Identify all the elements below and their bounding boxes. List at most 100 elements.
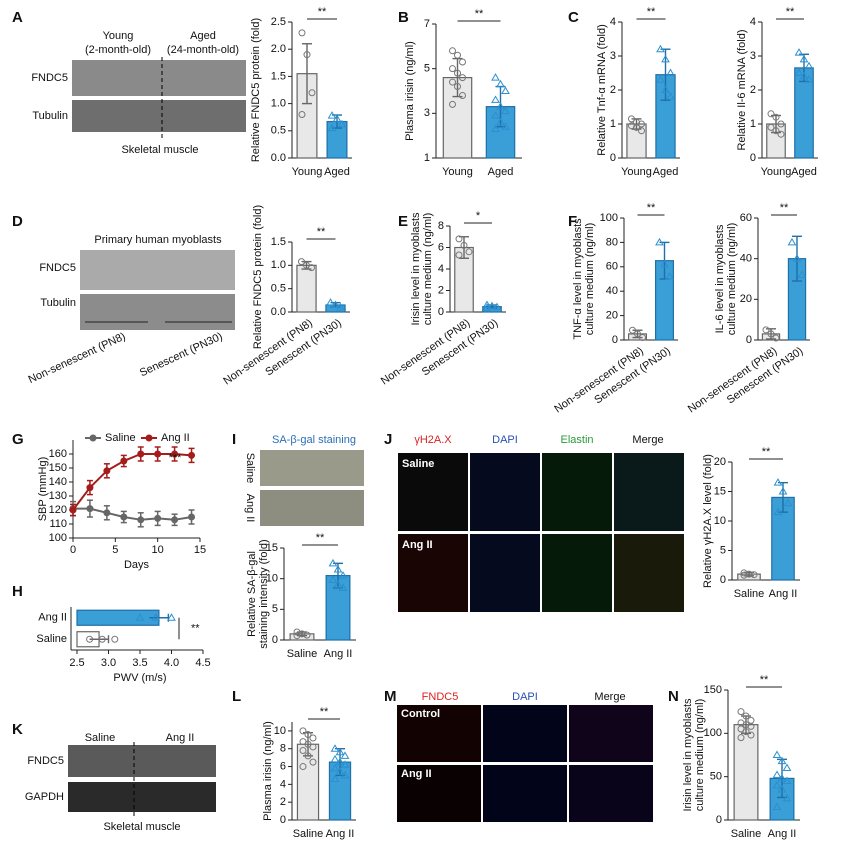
data-point	[86, 635, 94, 643]
data-point	[638, 127, 645, 135]
caption: Primary human myoblasts	[94, 234, 222, 246]
row-label: Tubulin	[40, 297, 76, 309]
y-tick-label: 10	[714, 515, 726, 527]
data-point	[335, 767, 345, 775]
column-label: Merge	[632, 434, 663, 446]
data-point	[335, 747, 345, 756]
panel-letter: A	[12, 9, 23, 26]
data-point	[330, 744, 340, 752]
data-point	[782, 793, 792, 802]
data-point	[742, 728, 750, 736]
x-tick-label: 3.5	[132, 657, 147, 669]
y-tick-label: 0.0	[271, 152, 286, 164]
y-tick-label: 4	[280, 778, 286, 790]
panel-letter: C	[568, 9, 579, 26]
data-point	[491, 73, 500, 81]
x-tick-label: Aged	[791, 166, 817, 178]
data-point	[501, 122, 510, 130]
column-label: DAPI	[492, 434, 518, 446]
column-label: FNDC5	[422, 691, 459, 703]
data-point	[804, 61, 814, 70]
y-tick-label: 20	[714, 456, 726, 468]
data-point	[783, 498, 793, 507]
data-point	[794, 68, 804, 76]
x-tick-label: Saline	[287, 648, 318, 660]
panel-letter: L	[232, 688, 241, 705]
data-point	[773, 507, 783, 516]
y-tick-label: 0	[610, 152, 616, 164]
y-tick-label: 5	[272, 603, 278, 615]
data-point	[449, 47, 456, 55]
y-tick-label: 150	[704, 684, 722, 696]
panel-letter: M	[384, 688, 397, 705]
data-point	[787, 237, 797, 246]
x-axis-label: Days	[124, 559, 150, 571]
significance-label: **	[317, 226, 326, 238]
data-point	[804, 75, 814, 83]
data-point	[740, 569, 748, 577]
data-point	[750, 571, 758, 579]
legend-label: Saline	[105, 432, 136, 444]
panel-letter: J	[384, 431, 392, 448]
row-label: Saline	[402, 458, 434, 470]
legend-label: Ang II	[161, 432, 190, 444]
data-point	[747, 722, 755, 730]
data-point	[449, 65, 456, 73]
y-tick-label: 100	[600, 212, 618, 224]
data-point	[298, 29, 306, 37]
data-point	[661, 54, 670, 63]
x-tick-label: Aged	[653, 166, 679, 178]
data-point	[309, 758, 317, 766]
data-point	[772, 750, 782, 758]
blot-image	[72, 60, 246, 96]
panel-letter: I	[232, 431, 236, 448]
y-tick-label: 0	[750, 152, 756, 164]
y-tick-label: 110	[49, 518, 67, 530]
data-point	[665, 272, 674, 280]
data-point	[309, 743, 317, 751]
data-point	[338, 583, 348, 591]
data-point	[327, 111, 337, 119]
data-point	[111, 635, 119, 643]
stain-image	[260, 490, 364, 526]
y-tick-label: 5	[720, 544, 726, 556]
row-label: Ang II	[402, 539, 433, 551]
data-point	[330, 754, 340, 763]
blot-image	[68, 745, 216, 777]
data-point	[449, 100, 456, 108]
data-point	[328, 558, 338, 567]
y-axis-label: IL-6 level in myoblasts	[714, 224, 726, 333]
significance-label: ***	[169, 452, 183, 464]
y-tick-label: 140	[49, 476, 67, 488]
data-point	[330, 763, 340, 772]
x-tick-label: Ang II	[769, 588, 798, 600]
x-tick-label: Ang II	[326, 828, 355, 840]
data-point	[496, 102, 505, 110]
data-point	[326, 298, 335, 306]
data-point	[331, 300, 340, 308]
bar	[76, 609, 160, 626]
data-point	[299, 763, 307, 771]
data-point	[767, 110, 775, 118]
x-tick-label: 0	[70, 544, 76, 556]
data-point	[336, 302, 345, 311]
significance-label: **	[780, 202, 789, 214]
data-point	[137, 516, 145, 524]
row-label: Saline	[244, 453, 256, 484]
y-tick-label: 4	[610, 16, 616, 28]
y-tick-label: 2	[280, 796, 286, 808]
x-tick-label: Aged	[488, 166, 514, 178]
y-tick-label: 20	[740, 293, 752, 305]
data-point	[496, 79, 505, 88]
y-tick-label: 0	[272, 634, 278, 646]
significance-label: **	[318, 6, 327, 18]
data-point	[103, 467, 111, 475]
panel-letter: N	[668, 688, 679, 705]
panel-letter: H	[12, 583, 23, 600]
y-tick-label: 40	[740, 253, 752, 265]
data-point	[167, 613, 176, 621]
data-point	[487, 301, 497, 310]
x-tick-label: 3.0	[101, 657, 116, 669]
y-axis-label: culture medium (ng/ml)	[726, 223, 738, 335]
data-point	[332, 114, 342, 122]
